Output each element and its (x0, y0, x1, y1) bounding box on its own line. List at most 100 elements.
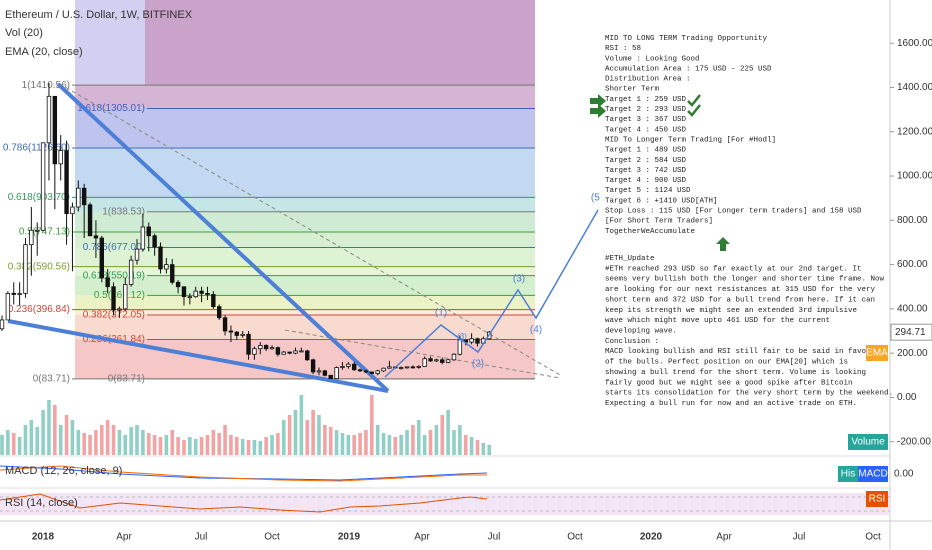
trend-line (7, 319, 389, 393)
arrow-icon (716, 237, 730, 251)
candle-body (369, 371, 375, 374)
candle-body (240, 333, 245, 336)
note-line: Conclusion : (605, 338, 659, 346)
volume-bar (252, 440, 257, 455)
dashed-line (59, 83, 561, 376)
volume-bar (146, 433, 151, 455)
volume-bar (152, 435, 157, 455)
fib-band (75, 275, 535, 296)
candle-body (252, 348, 257, 355)
volume-bar (164, 435, 169, 455)
volume-bar (340, 433, 345, 455)
x-tick-label: Apr (716, 532, 732, 543)
candle-body (451, 353, 457, 361)
volume-bar (299, 395, 304, 455)
indicator-label: EMA (20, close) (5, 46, 83, 58)
note-line: wave which might move upto 461 USD for t… (605, 317, 830, 325)
candle-body (58, 150, 63, 165)
note-line: Target 5 : 1124 USD (605, 187, 691, 195)
volume-bar (276, 433, 280, 455)
y-tick-label: 0.00 (897, 392, 917, 403)
note-line: Target 1 : 259 USD (605, 96, 687, 104)
volume-bar (41, 410, 45, 455)
volume-bar (170, 430, 175, 455)
fib-label: 0.236(396.84) (8, 304, 70, 315)
volume-bar (258, 441, 263, 455)
candle-body (11, 292, 16, 295)
volume-bar (311, 410, 315, 455)
volume-bar (176, 437, 180, 455)
tag-box (866, 345, 888, 361)
note-line: keep its strength we might see an extend… (605, 307, 857, 315)
rsi-line (0, 493, 488, 513)
volume-bar (47, 400, 51, 455)
volume-bar (23, 425, 28, 455)
candle-body (422, 358, 427, 367)
volume-bar (205, 435, 210, 455)
volume-bar (88, 435, 92, 455)
volume-bar (123, 435, 128, 455)
volume-bar (487, 445, 492, 455)
candle-body (387, 366, 392, 369)
volume-bar (76, 430, 81, 455)
wave-label: (4) (530, 325, 542, 336)
candle-body (93, 235, 99, 239)
candle-body (334, 367, 339, 380)
rsi-band (0, 493, 890, 515)
volume-bar (105, 420, 110, 455)
wave-label: (3) (513, 274, 525, 285)
candle-body (158, 246, 163, 270)
volume-bar (35, 427, 40, 455)
volume-bar (323, 425, 327, 455)
y-tick-label: 1400.00 (897, 82, 932, 93)
fib-band (75, 85, 535, 109)
arrow-icon (590, 104, 606, 118)
volume-bar (229, 435, 233, 455)
candle-body (29, 229, 34, 246)
candle-body (164, 264, 169, 270)
y-tick-label: -200.00 (897, 436, 931, 447)
candle-body (475, 338, 480, 344)
candle-body (346, 363, 351, 367)
candle-body (375, 370, 380, 374)
fib-label: 1.618(1305.01) (77, 103, 145, 114)
candle-body (111, 286, 116, 311)
volume-bar (317, 415, 321, 455)
candle-body (134, 248, 140, 261)
volume-bar (399, 435, 403, 455)
fib-band (75, 315, 535, 340)
volume-bar (440, 415, 445, 455)
volume-bar (463, 435, 468, 455)
volume-bar (328, 427, 333, 455)
note-line: MID TO LONG TERM Trading Opportunity (605, 35, 768, 43)
note-line: [For Short Term Traders] (605, 218, 713, 226)
candle-body (281, 351, 286, 355)
fib-label: 0.786(1126.60) (3, 143, 70, 154)
candle-body (52, 95, 58, 165)
candle-body (416, 366, 421, 368)
candle-body (5, 292, 11, 321)
last-price-label: 294.71 (895, 327, 926, 338)
y-tick-label: 200.00 (897, 348, 928, 359)
candle-body (434, 359, 439, 362)
volume-bar (11, 433, 16, 455)
volume-bar (381, 433, 386, 455)
volume-bar (129, 427, 133, 455)
check-icon (687, 104, 701, 117)
volume-bar (211, 430, 216, 455)
note-line: Target 2 : 584 USD (605, 157, 687, 165)
candle-body (440, 359, 445, 363)
volume-pane (0, 395, 492, 455)
volume-bar (182, 440, 186, 455)
candle-body (146, 226, 151, 237)
fib-band (75, 266, 535, 276)
note-line: short term and 372 USD for a bull trend … (605, 296, 875, 304)
y-tick-label: 400.00 (897, 304, 928, 315)
candle-body (123, 284, 128, 310)
note-line: starts its consolidation for the very sh… (605, 390, 893, 398)
note-line: fairly good but we might see a good spik… (605, 379, 853, 387)
note-line: showing a bull trend for the short term.… (605, 369, 866, 377)
candle-body (310, 359, 316, 373)
fib-band (145, 0, 535, 86)
